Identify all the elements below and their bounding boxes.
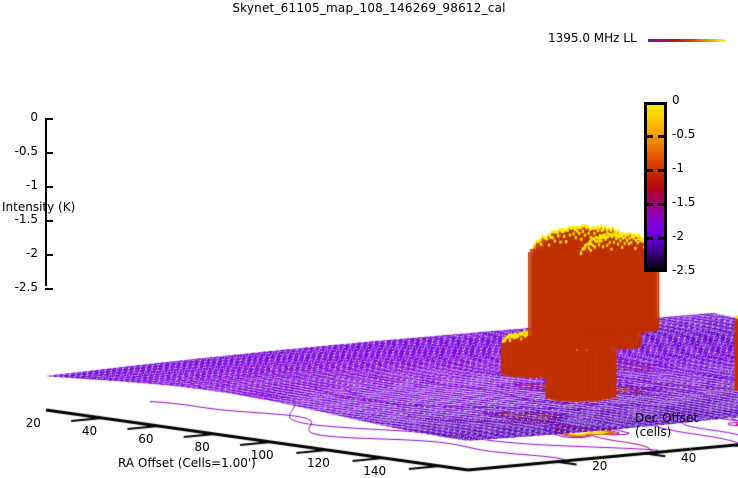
colorbar-tick-mark bbox=[644, 237, 653, 240]
z-tick-label: -1.5 bbox=[14, 212, 38, 226]
colorbar-tick-mark bbox=[644, 135, 653, 138]
z-tick-label: -0.5 bbox=[14, 144, 38, 158]
colorbar-tick-label: 0 bbox=[672, 93, 680, 107]
z-tick-label: -2 bbox=[26, 246, 38, 260]
z-tick-mark bbox=[45, 288, 53, 290]
x-tick-label: 40 bbox=[81, 424, 98, 439]
x-tick-label: 60 bbox=[138, 432, 154, 447]
colorbar bbox=[644, 102, 667, 272]
legend-label: 1395.0 MHz LL bbox=[548, 31, 637, 45]
colorbar-tick-label: -0.5 bbox=[672, 127, 696, 141]
z-axis-label: Intensity (K) bbox=[2, 200, 76, 214]
x-tick-label: 20 bbox=[25, 416, 41, 431]
colorbar-tick-mark bbox=[644, 203, 653, 206]
x-tick-label: 140 bbox=[363, 464, 387, 478]
colorbar-tick-label: -2.5 bbox=[672, 263, 696, 277]
colorbar-tick-mark bbox=[658, 169, 667, 172]
page-title: Skynet_61105_map_108_146269_98612_cal bbox=[232, 1, 506, 15]
y-tick-label: 40 bbox=[680, 451, 697, 466]
z-tick-mark bbox=[45, 118, 53, 120]
colorbar-tick-label: -2 bbox=[672, 229, 684, 243]
legend-gradient-swatch bbox=[648, 39, 726, 42]
x-tick-label: 100 bbox=[250, 448, 274, 463]
z-tick-mark bbox=[45, 186, 53, 188]
z-axis-line bbox=[45, 118, 47, 286]
colorbar-tick-label: -1 bbox=[672, 161, 684, 175]
z-tick-mark bbox=[45, 254, 53, 256]
z-tick-label: 0 bbox=[30, 110, 38, 124]
z-tick-label: -2.5 bbox=[14, 280, 38, 294]
colorbar-tick-label: -1.5 bbox=[672, 195, 696, 209]
colorbar-tick-mark bbox=[658, 135, 667, 138]
x-axis-label: RA Offset (Cells=1.00') bbox=[118, 456, 256, 470]
colorbar-tick-mark bbox=[658, 237, 667, 240]
z-tick-label: -1 bbox=[26, 178, 38, 192]
colorbar-tick-mark bbox=[644, 169, 653, 172]
colorbar-tick-mark bbox=[658, 203, 667, 206]
z-tick-mark bbox=[45, 220, 53, 222]
z-tick-mark bbox=[45, 152, 53, 154]
y-tick-label: 20 bbox=[592, 459, 608, 474]
y-axis-label: Dec Offset (cells) bbox=[635, 411, 699, 439]
colorbar-gradient bbox=[647, 105, 664, 269]
x-tick-label: 80 bbox=[194, 440, 210, 455]
x-tick-label: 120 bbox=[307, 456, 330, 471]
